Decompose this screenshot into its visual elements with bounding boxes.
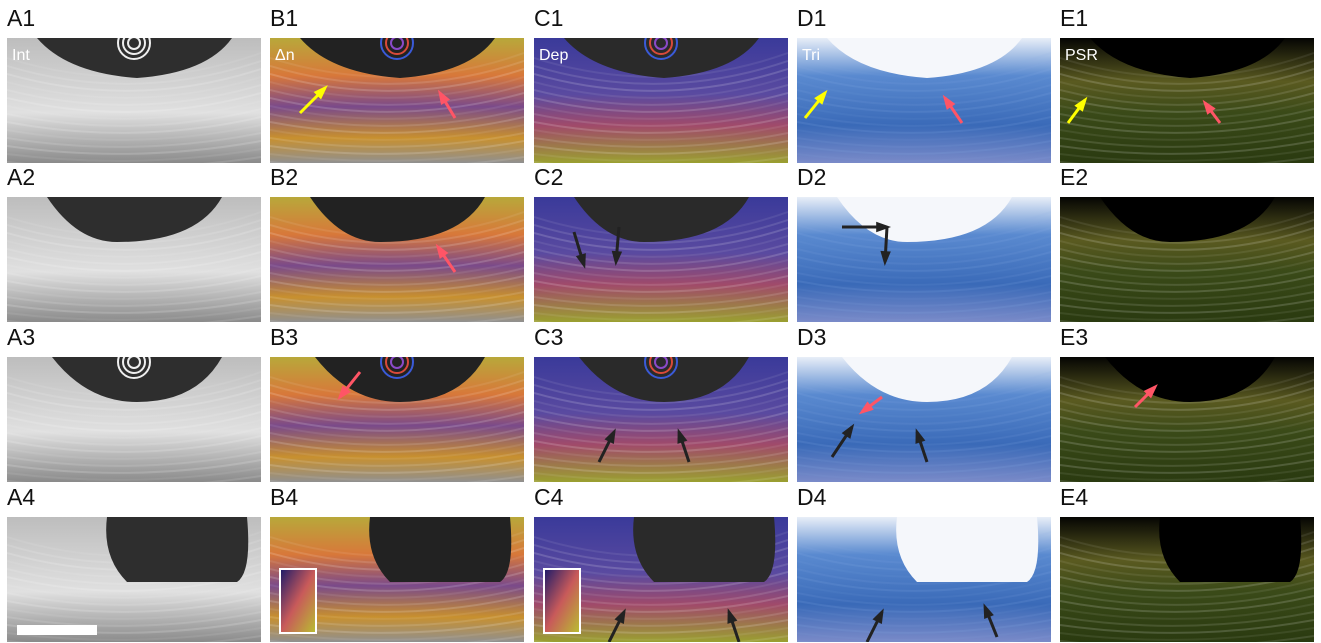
lumen [106, 517, 248, 582]
lumen [1159, 517, 1301, 582]
panel-image [270, 197, 524, 322]
panel-image [797, 357, 1051, 482]
lumen [633, 517, 775, 582]
color-key [544, 569, 580, 633]
panel-image [7, 197, 261, 322]
panel-image [534, 517, 788, 642]
panel-image [1060, 197, 1314, 322]
panel-image [797, 197, 1051, 322]
panel-image: PSR [1060, 38, 1314, 163]
page: html,body{margin:0;padding:0;background:… [0, 0, 1321, 643]
panel-label: B4 [270, 484, 298, 510]
panel-label: B1 [270, 5, 298, 31]
panel-image [7, 357, 261, 482]
panel-image: Δn [270, 38, 524, 163]
scale-bar [17, 625, 97, 635]
panel-tag: Δn [275, 47, 295, 64]
panel-image: Tri [797, 38, 1051, 163]
panel-tag: Tri [802, 47, 820, 64]
panel-tag: Dep [539, 47, 568, 64]
panel-label: D4 [797, 484, 826, 510]
color-key [280, 569, 316, 633]
panel-image [534, 357, 788, 482]
panel-tag: Int [12, 47, 30, 64]
panel-label: A3 [7, 324, 35, 350]
lumen [369, 517, 511, 582]
panel-label: D2 [797, 164, 826, 190]
panel-label: E4 [1060, 484, 1088, 510]
panel-image [1060, 517, 1314, 642]
lumen [896, 517, 1038, 582]
panel-image: Int [7, 38, 261, 163]
panel-label: C1 [534, 5, 563, 31]
panel-label: A4 [7, 484, 35, 510]
panel-label: C2 [534, 164, 563, 190]
panel-image [1060, 357, 1314, 482]
panel-label: D1 [797, 5, 826, 31]
panel-label: E1 [1060, 5, 1088, 31]
panel-image [270, 357, 524, 482]
panel-label: B2 [270, 164, 298, 190]
panel-label: C4 [534, 484, 563, 510]
panel-label: C3 [534, 324, 563, 350]
panel-image [797, 517, 1051, 642]
panel-label: E3 [1060, 324, 1088, 350]
panel-label: D3 [797, 324, 826, 350]
panel-image [534, 197, 788, 322]
panel-image [270, 517, 524, 642]
panel-tag: PSR [1065, 47, 1098, 64]
panel-label: E2 [1060, 164, 1088, 190]
panel-image: Dep [534, 38, 788, 163]
panel-label: A1 [7, 5, 35, 31]
panel-label: B3 [270, 324, 298, 350]
panel-image [7, 517, 261, 642]
panel-label: A2 [7, 164, 35, 190]
figure: {"panels":[ {"label":"A1","tag":"Int"},{… [0, 0, 1321, 643]
